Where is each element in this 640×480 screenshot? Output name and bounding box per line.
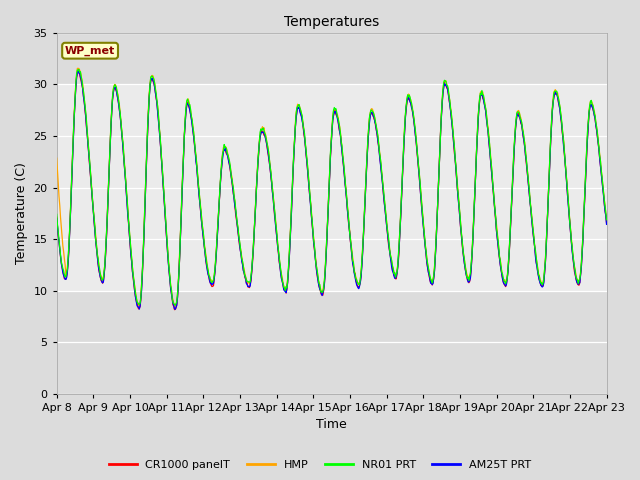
HMP: [206, 274, 214, 279]
CR1000 panelT: [400, 141, 408, 147]
NR01 PRT: [75, 67, 83, 72]
NR01 PRT: [120, 158, 128, 164]
CR1000 panelT: [171, 307, 179, 312]
Text: WP_met: WP_met: [65, 46, 115, 56]
AM25T PRT: [172, 306, 179, 312]
Y-axis label: Temperature (C): Temperature (C): [15, 162, 28, 264]
NR01 PRT: [53, 211, 61, 217]
AM25T PRT: [177, 230, 184, 236]
AM25T PRT: [120, 157, 128, 163]
CR1000 panelT: [416, 184, 424, 190]
AM25T PRT: [53, 216, 61, 221]
AM25T PRT: [400, 142, 408, 147]
HMP: [172, 303, 180, 309]
NR01 PRT: [172, 302, 179, 308]
Line: NR01 PRT: NR01 PRT: [57, 70, 607, 305]
Title: Temperatures: Temperatures: [284, 15, 380, 29]
CR1000 panelT: [603, 220, 611, 226]
Line: AM25T PRT: AM25T PRT: [57, 71, 607, 309]
CR1000 panelT: [120, 157, 128, 163]
AM25T PRT: [74, 68, 82, 73]
AM25T PRT: [63, 275, 70, 280]
CR1000 panelT: [206, 278, 214, 284]
HMP: [63, 272, 70, 278]
NR01 PRT: [603, 217, 611, 223]
NR01 PRT: [206, 274, 214, 280]
AM25T PRT: [603, 221, 611, 227]
X-axis label: Time: Time: [316, 419, 347, 432]
CR1000 panelT: [177, 228, 184, 234]
Line: CR1000 panelT: CR1000 panelT: [57, 70, 607, 310]
Bar: [57, 84, 607, 291]
CR1000 panelT: [53, 214, 61, 220]
HMP: [416, 179, 424, 184]
HMP: [53, 155, 61, 161]
CR1000 panelT: [74, 67, 82, 73]
NR01 PRT: [416, 179, 424, 184]
HMP: [603, 216, 611, 222]
Line: HMP: HMP: [57, 68, 607, 306]
HMP: [120, 155, 128, 160]
HMP: [74, 65, 81, 71]
CR1000 panelT: [63, 273, 70, 279]
HMP: [400, 139, 408, 144]
NR01 PRT: [400, 137, 408, 143]
HMP: [177, 227, 184, 233]
Legend: CR1000 panelT, HMP, NR01 PRT, AM25T PRT: CR1000 panelT, HMP, NR01 PRT, AM25T PRT: [104, 456, 536, 474]
AM25T PRT: [206, 278, 214, 284]
NR01 PRT: [177, 228, 184, 233]
NR01 PRT: [63, 270, 70, 276]
AM25T PRT: [416, 182, 424, 188]
